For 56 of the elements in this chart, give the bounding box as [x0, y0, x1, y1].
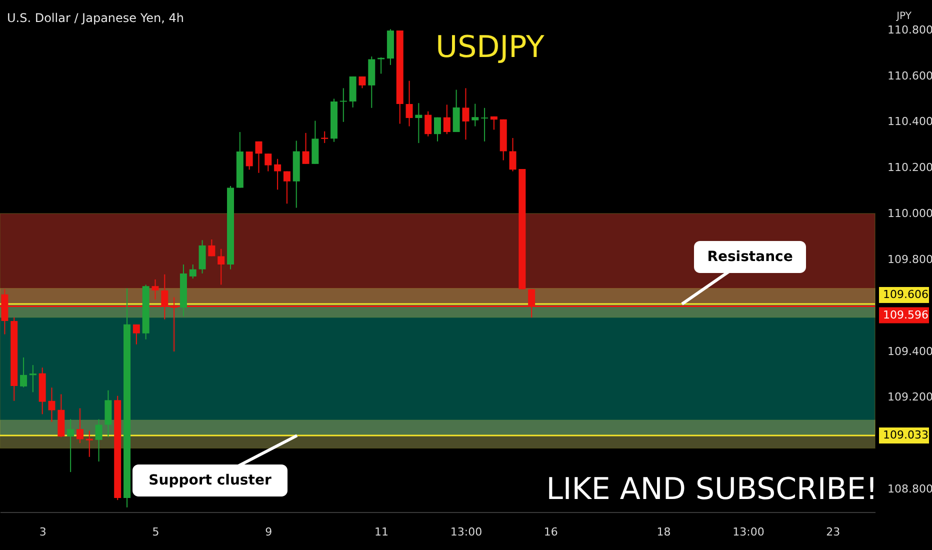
candlestick [208, 238, 216, 257]
x-tick-label: 5 [152, 526, 160, 538]
candlestick [189, 264, 196, 279]
candlestick [246, 151, 253, 170]
annotation: Support cluster [148, 472, 272, 489]
candlestick [76, 408, 84, 444]
x-tick-label: 9 [265, 526, 272, 538]
x-tick-label: 13:00 [450, 526, 482, 538]
y-tick-label: 110.200 [888, 161, 932, 174]
candlestick [218, 248, 225, 286]
y-tick-label: 108.800 [888, 482, 932, 496]
y-tick-label: 110.800 [888, 23, 932, 36]
candlestick [132, 324, 140, 345]
x-tick-label: 13:00 [732, 526, 764, 538]
y-tick-label: 110.400 [888, 115, 932, 128]
y-axis-title: JPY [896, 11, 912, 22]
annotation: USDJPY [436, 30, 546, 65]
candlestick [424, 110, 432, 137]
candlestick [443, 104, 450, 135]
candlestick [415, 102, 422, 144]
candlestick [302, 132, 310, 164]
candlestick [490, 116, 498, 130]
y-tick-label: 109.400 [888, 344, 932, 358]
y-tick-label: 109.800 [888, 252, 932, 266]
candlestick [48, 387, 56, 422]
y-tick-label: 110.600 [888, 69, 932, 82]
candlestick [20, 356, 28, 388]
candlestick [86, 430, 93, 458]
ref-line-label: 109.033 [883, 428, 928, 442]
candlestick [462, 88, 470, 140]
candlestick [198, 240, 206, 274]
ref-line-label: 109.606 [883, 288, 928, 301]
y-tick-label: 110.000 [888, 207, 932, 220]
candlestick [406, 80, 413, 127]
candlestick [283, 170, 290, 204]
y-tick-label: 109.200 [888, 390, 932, 404]
x-tick-label: 3 [39, 526, 46, 538]
candlestick [472, 103, 479, 127]
x-tick-label: 16 [544, 526, 558, 538]
ref-line-label: 109.596 [883, 308, 928, 322]
candlestick [434, 116, 441, 142]
candlestick [481, 107, 488, 142]
candlestick [264, 153, 272, 172]
candlestick [95, 418, 102, 462]
candlestick [29, 364, 36, 393]
x-tick-label: 23 [826, 526, 840, 538]
x-tick-label: 11 [374, 526, 389, 538]
text: U.S. Dollar / Japanese Yen, 4h [7, 11, 184, 25]
annotation: Resistance [707, 248, 793, 265]
x-tick-label: 18 [656, 526, 671, 538]
annotation: LIKE AND SUBSCRIBE! [546, 472, 878, 507]
candlestick [509, 137, 516, 172]
candlestick [67, 418, 74, 473]
candlestick [255, 140, 262, 174]
candlestick [152, 278, 159, 300]
candlestick [274, 158, 282, 190]
